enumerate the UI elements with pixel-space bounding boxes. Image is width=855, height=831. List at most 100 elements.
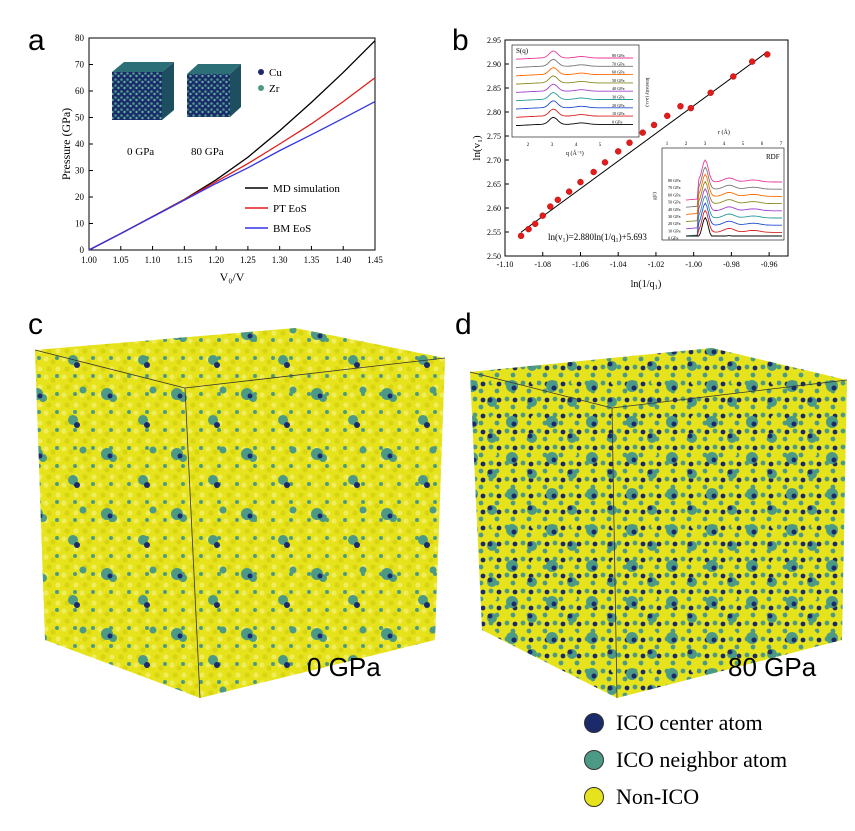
zr-legend-dot — [258, 85, 264, 91]
inset-rdf-xtick-label: 7 — [780, 142, 783, 147]
chart-b-xtick-label: -0.96 — [761, 260, 778, 269]
chart-b-xtick-label: -1.08 — [534, 260, 551, 269]
inset-sq-curve — [515, 58, 633, 68]
inset-sq-curve — [515, 116, 633, 127]
inset-rdf-xtick-label: 1 — [666, 142, 669, 147]
inset-sq-xtick-label: 5 — [599, 143, 602, 148]
chart-a-ytick-label: 60 — [75, 86, 85, 96]
chart-a-ytick-label: 0 — [80, 245, 85, 255]
zr-legend-label: Zr — [269, 83, 280, 95]
inset-sq-curve-label: 30 GPa — [612, 95, 625, 100]
legend-non-ico-label: Non-ICO — [616, 784, 700, 809]
inset-rdf-curve — [685, 173, 782, 215]
inset-rdf-curve-label: 70 GPa — [668, 185, 681, 190]
chart-b-data-point — [615, 148, 622, 155]
chart-a-pressure-eos: 1.00 1.05 1.10 1.15 1.20 1.25 1.30 1.35 1.40 1.45… — [59, 33, 383, 284]
panel-letter-d: d — [455, 308, 472, 341]
inset-rdf-xtick-label: 5 — [742, 142, 745, 147]
inset-rdf-xlabel: r (Å) — [718, 128, 730, 136]
inset-sq-curve — [515, 67, 633, 77]
inset-sq-curve-label: 10 GPa — [612, 111, 625, 116]
inset-sq-xtick-label: 4 — [575, 143, 578, 148]
chart-b-xtick-label: -1.06 — [572, 260, 589, 269]
chart-b-lnv-vs-lnq: -1.10 -1.08 -1.06 -1.04 -1.02 -1.00 -0.98 -0.96… — [471, 36, 789, 290]
cube-c-0gpa — [34, 328, 446, 699]
inset-sq-curve — [515, 92, 633, 102]
inset-rdf-curve-label: 30 GPa — [668, 214, 681, 219]
chart-a-ytick-label: 10 — [75, 219, 85, 229]
chart-a-legend-label: MD simulation — [273, 183, 340, 195]
chart-a-xtick-label: 1.10 — [145, 255, 161, 265]
inset-sq-xtick-label: 2 — [527, 143, 530, 148]
chart-b-ytick-label: 2.80 — [487, 108, 501, 117]
inset-rdf-curve — [685, 195, 782, 237]
legend-ico-center: ICO center atom — [584, 710, 763, 736]
chart-a-xtick-label: 1.40 — [335, 255, 351, 265]
inset-rdf-ylabel: g(r) — [653, 192, 658, 200]
chart-a-xlabel: V₀/V — [220, 270, 245, 284]
chart-a-xtick-label: 1.00 — [81, 255, 97, 265]
inset-rdf-xtick-label: 2 — [685, 142, 688, 147]
chart-b-data-point — [577, 178, 584, 186]
chart-b-data-point — [531, 220, 539, 228]
chart-b-ytick-label: 2.75 — [487, 132, 501, 141]
chart-b-data-point — [677, 103, 684, 110]
panel-letter-a: a — [28, 24, 45, 57]
chart-b-data-point — [664, 112, 671, 120]
cu-legend-label: Cu — [269, 67, 282, 79]
inset-rdf-curve — [686, 216, 782, 237]
legend-non-ico-dot — [584, 787, 604, 807]
legend-ico-neighbor: ICO neighbor atom — [584, 747, 787, 773]
inset-rdf-curve-label: 20 GPa — [668, 221, 681, 226]
inset-rdf-curve-label: 0 GPa — [668, 236, 678, 241]
chart-b-data-point — [650, 121, 658, 129]
cube-d-top-face — [470, 348, 847, 408]
inset-sq-title: S(q) — [516, 47, 529, 55]
cube-d-right-face — [612, 380, 847, 698]
chart-a-ytick-label: 30 — [75, 166, 85, 176]
inset-rdf-xtick-label: 6 — [761, 142, 764, 147]
chart-b-xtick-label: -1.00 — [685, 260, 702, 269]
inset-rdf-title: RDF — [766, 153, 780, 161]
chart-a-inset-cube-0gpa — [112, 62, 174, 120]
chart-b-ytick-label: 2.70 — [487, 156, 501, 165]
chart-b-data-point — [525, 225, 532, 233]
chart-a-series-line — [88, 101, 376, 251]
inset-rdf-curve — [686, 202, 782, 237]
inset-sq-xtick-label: 3 — [551, 143, 554, 148]
inset-rdf-curve-label: 40 GPa — [668, 207, 681, 212]
inset-sq-curve-label: 80 GPa — [612, 53, 625, 58]
inset-sq: S(q) q (Å⁻¹) Intensity (a.u.) 80 GPa 70 G… — [511, 44, 649, 157]
chart-a-legend-label: BM EoS — [273, 223, 311, 235]
inset-sq-curve-label: 70 GPa — [612, 61, 625, 66]
inset-rdf-curve — [685, 166, 782, 208]
chart-b-ytick-label: 2.65 — [487, 180, 501, 189]
chart-b-ytick-label: 2.90 — [487, 60, 501, 69]
chart-a-ytick-label: 50 — [75, 113, 85, 123]
chart-a-xtick-label: 1.45 — [367, 255, 383, 265]
legend-ico-neighbor-label: ICO neighbor atom — [616, 747, 788, 772]
chart-a-xtick-label: 1.05 — [113, 255, 129, 265]
cube-c-right-face — [185, 358, 445, 698]
chart-b-ytick-label: 2.60 — [487, 204, 501, 213]
inset-rdf-curve — [686, 209, 782, 237]
inset-sq-ylabel: Intensity (a.u.) — [644, 77, 649, 107]
inset-sq-curve — [515, 50, 633, 60]
inset-rdf-curve — [685, 187, 782, 230]
cube-d-label: 80 GPa — [728, 652, 817, 682]
chart-b-xtick-label: -1.02 — [648, 260, 665, 269]
inset-sq-xlabel: q (Å⁻¹) — [566, 149, 584, 157]
chart-b-ylabel: ln(v₁) — [471, 135, 483, 161]
chart-b-data-point — [730, 73, 737, 80]
chart-b-data-point — [554, 196, 562, 204]
chart-b-fit-line — [520, 51, 768, 233]
inset-sq-curve — [515, 83, 633, 93]
cube-d-80gpa — [469, 348, 848, 699]
cu-legend-dot — [258, 69, 264, 75]
inset-sq-curve — [515, 108, 633, 118]
inset-rdf-xtick-label: 3 — [704, 142, 707, 147]
inset-rdf-curve-label: 50 GPa — [668, 200, 681, 205]
chart-b-data-point — [687, 104, 695, 112]
chart-b-data-point — [539, 212, 546, 219]
chart-b-ytick-label: 2.95 — [487, 36, 501, 45]
